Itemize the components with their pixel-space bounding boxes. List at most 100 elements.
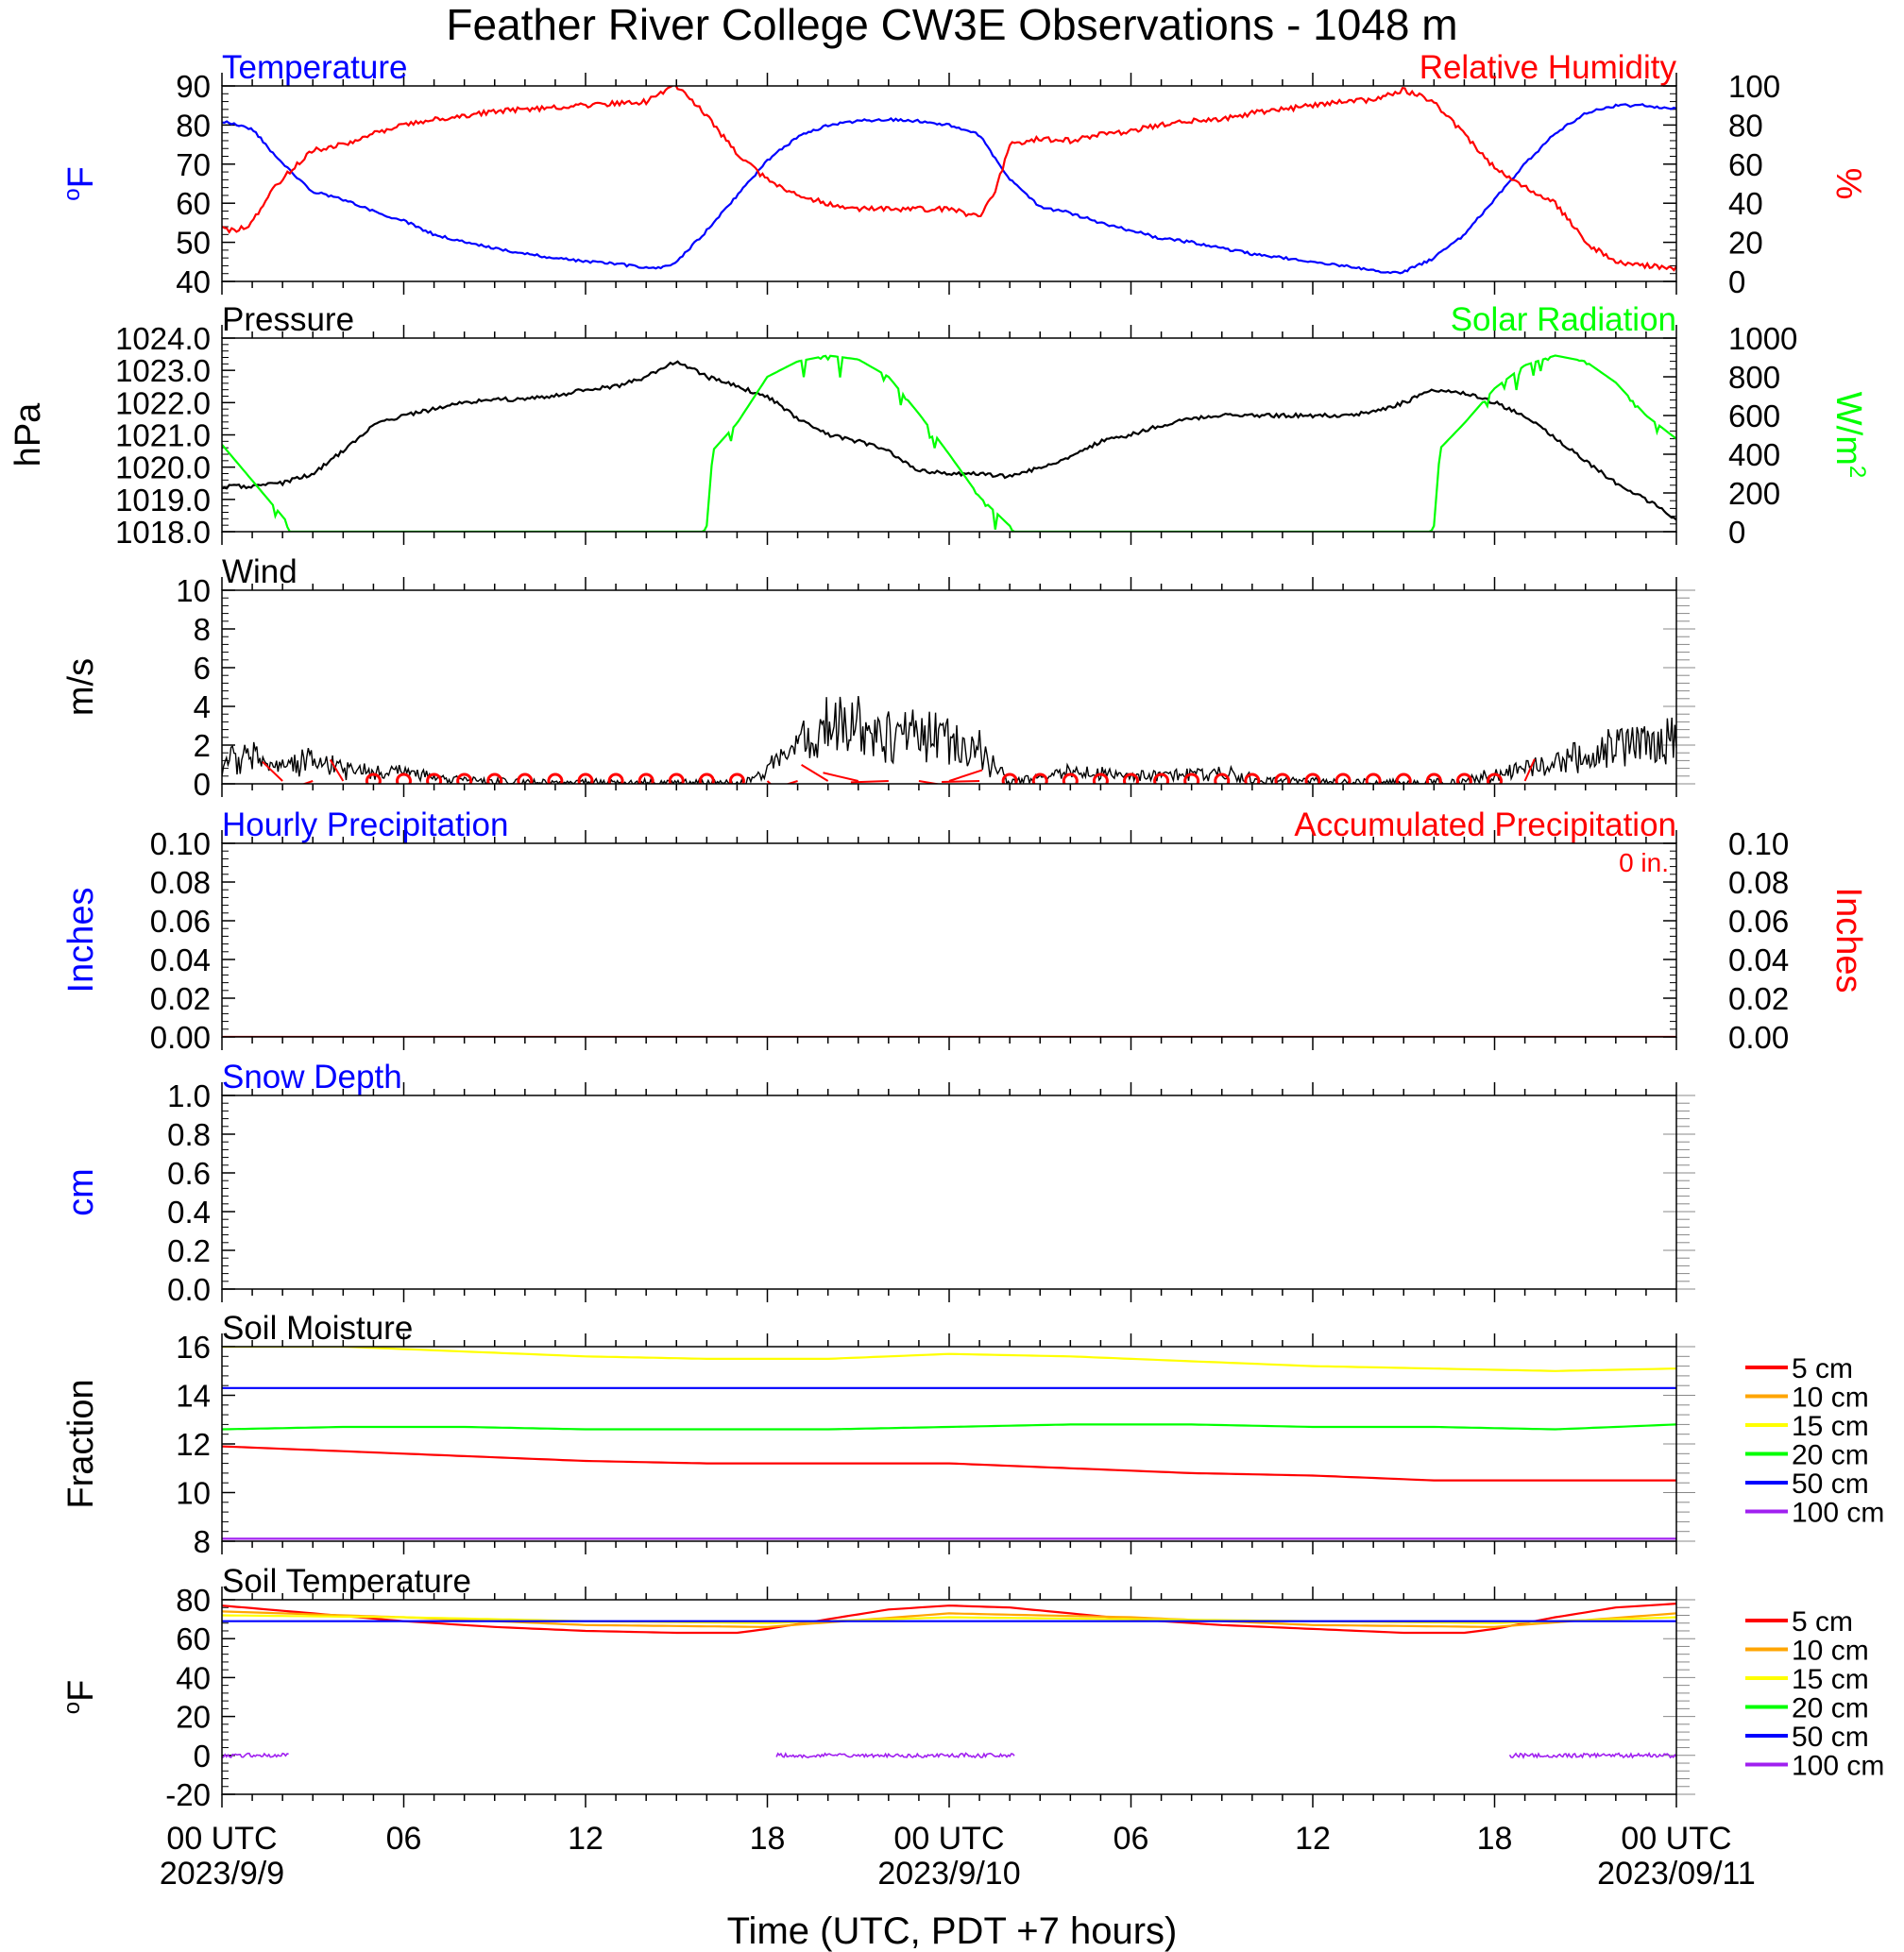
calm-wind-marker xyxy=(1425,772,1442,784)
y-axis-label-left: cm xyxy=(61,1168,101,1216)
y-tick-label-right: 40 xyxy=(1728,186,1763,221)
y-axis-label-left: hPa xyxy=(8,402,48,467)
y-tick-label: 0.0 xyxy=(167,1272,211,1307)
plot-area xyxy=(222,1347,1676,1540)
calm-wind-marker xyxy=(1153,772,1170,784)
panel-frame xyxy=(221,1346,1677,1542)
panel-frame xyxy=(221,1599,1677,1795)
calm-wind-marker xyxy=(1244,772,1261,784)
plot-area xyxy=(222,1603,1676,1759)
y-tick-label-right: 0.06 xyxy=(1728,904,1789,939)
y-tick-label-right: 0 xyxy=(1728,264,1745,299)
y-tick-label: 20 xyxy=(176,1700,211,1735)
calm-wind-marker xyxy=(1304,772,1321,784)
calm-wind-marker xyxy=(698,772,715,784)
y-tick-label: 0 xyxy=(194,767,211,802)
x-tick-label: 00 UTC xyxy=(893,1821,1004,1857)
y-tick-label-right: 80 xyxy=(1728,108,1763,143)
wind-barb xyxy=(823,772,858,782)
panel-title-left: Temperature xyxy=(222,49,407,86)
y-tick-label: 10 xyxy=(176,1476,211,1511)
calm-wind-marker xyxy=(577,772,594,784)
series-line-100-cm xyxy=(222,1752,289,1758)
y-tick-label: 0.8 xyxy=(167,1117,211,1152)
y-tick-label: 1024.0 xyxy=(115,321,211,356)
x-tick-label: 06 xyxy=(386,1821,422,1857)
y-tick-label: 90 xyxy=(176,69,211,104)
y-tick-label: 60 xyxy=(176,1621,211,1656)
panel-frame xyxy=(221,85,1677,282)
y-tick-label-right: 1000 xyxy=(1728,321,1797,356)
panel-precip: 0.000.020.040.060.080.100.000.020.040.06… xyxy=(61,806,1868,1055)
series-line-15-cm xyxy=(222,1614,1676,1624)
series-line-10-cm xyxy=(222,1610,1676,1628)
y-tick-label: 80 xyxy=(176,108,211,143)
x-tick-date: 2023/09/11 xyxy=(1597,1856,1756,1892)
x-tick-label: 18 xyxy=(750,1821,786,1857)
y-tick-label: 50 xyxy=(176,226,211,261)
y-tick-label: 0 xyxy=(194,1739,211,1774)
y-tick-label: 0.08 xyxy=(150,865,211,900)
x-tick-label: 00 UTC xyxy=(166,1821,277,1857)
series-line-Pressure xyxy=(222,360,1676,521)
calm-wind-marker xyxy=(607,772,624,784)
wind-barb xyxy=(801,764,829,782)
calm-wind-marker xyxy=(668,772,685,784)
series-line-Temperature xyxy=(222,103,1676,275)
legend-label: 15 cm xyxy=(1792,1664,1869,1695)
calm-wind-marker xyxy=(638,772,654,784)
y-tick-label: 16 xyxy=(176,1330,211,1365)
calm-wind-marker xyxy=(1001,772,1018,784)
panel-wind: 0 2 46 8 10 Wind m/s xyxy=(61,553,1695,802)
y-tick-label: 10 xyxy=(176,573,211,608)
y-tick-label: 0.02 xyxy=(150,981,211,1016)
y-tick-label-right: 600 xyxy=(1728,399,1780,433)
panel-frame xyxy=(221,842,1677,1038)
wind-barb xyxy=(329,758,345,782)
x-tick-label: 06 xyxy=(1114,1821,1149,1857)
y-tick-label: 70 xyxy=(176,147,211,182)
legend-label: 100 cm xyxy=(1792,1498,1884,1529)
y-tick-label: 1021.0 xyxy=(115,418,211,453)
y-tick-label: 0.10 xyxy=(150,826,211,861)
panel-title-right: Accumulated Precipitation xyxy=(1294,806,1676,843)
y-tick-label: 40 xyxy=(176,264,211,299)
y-axis-label-right: % xyxy=(1828,168,1868,200)
series-line-5-cm xyxy=(222,1445,1676,1482)
y-tick-label: -20 xyxy=(165,1777,211,1812)
panel-title-left: Soil Moisture xyxy=(222,1310,413,1347)
y-tick-label-right: 200 xyxy=(1728,476,1780,511)
series-line-Wind xyxy=(222,696,1676,784)
y-tick-label: 60 xyxy=(176,186,211,221)
wind-barb xyxy=(942,780,980,783)
calm-wind-marker xyxy=(1092,772,1109,784)
y-tick-label-right: 20 xyxy=(1728,226,1763,261)
calm-wind-marker xyxy=(486,772,503,784)
calm-wind-marker xyxy=(1123,772,1139,784)
y-tick-label: 1023.0 xyxy=(115,353,211,388)
y-axis-label-left: Fraction xyxy=(61,1379,101,1508)
y-tick-label: 0.06 xyxy=(150,904,211,939)
legend-label: 50 cm xyxy=(1792,1722,1869,1753)
y-axis-label-right: Inches xyxy=(1828,888,1868,993)
y-tick-label-right: 60 xyxy=(1728,147,1763,182)
wind-barb xyxy=(918,780,943,784)
calm-wind-marker xyxy=(456,772,473,784)
y-tick-label: 1019.0 xyxy=(115,483,211,518)
x-tick-label: 12 xyxy=(568,1821,604,1857)
calm-wind-marker xyxy=(1365,772,1382,784)
panel-title-left: Wind xyxy=(222,553,298,590)
calm-wind-marker xyxy=(1214,772,1231,784)
wind-barb xyxy=(301,780,314,784)
y-tick-label: 14 xyxy=(176,1379,211,1414)
wind-barb xyxy=(262,760,283,782)
x-tick-label: 12 xyxy=(1295,1821,1331,1857)
series-line-20-cm xyxy=(222,1423,1676,1431)
calm-wind-marker xyxy=(547,772,564,784)
y-tick-label: 1.0 xyxy=(167,1078,211,1113)
x-tick-label: 00 UTC xyxy=(1621,1821,1731,1857)
y-tick-label: 1022.0 xyxy=(115,385,211,420)
